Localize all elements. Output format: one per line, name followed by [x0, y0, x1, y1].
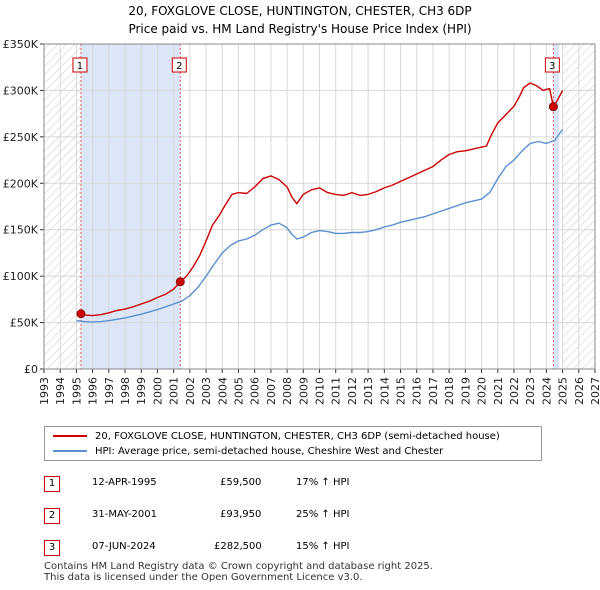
sale-hpi-change: 25% ↑ HPI: [296, 509, 350, 520]
x-tick-label: 2020: [476, 377, 489, 405]
legend-swatch-property: [53, 435, 87, 437]
hatched-band: [44, 44, 81, 369]
y-tick-label: £250K: [3, 131, 39, 144]
sale-price: £93,950: [220, 509, 262, 520]
sale-hpi-change: 17% ↑ HPI: [296, 477, 350, 488]
x-tick-label: 2012: [346, 377, 359, 405]
x-tick-label: 2023: [524, 377, 537, 405]
legend-item-property: 20, FOXGLOVE CLOSE, HUNTINGTON, CHESTER,…: [53, 429, 500, 443]
x-tick-label: 2024: [540, 377, 553, 405]
sale-row: 3 07-JUN-2024 £282,500 15% ↑ HPI: [44, 538, 444, 558]
sale-row: 2 31-MAY-2001 £93,950 25% ↑ HPI: [44, 506, 444, 526]
x-tick-label: 1996: [87, 377, 100, 405]
x-tick-label: 2026: [573, 377, 586, 405]
x-tick-label: 1995: [70, 377, 83, 405]
x-tick-label: 2022: [508, 377, 521, 405]
footer-copyright: Contains HM Land Registry data © Crown c…: [44, 561, 433, 572]
sale-row: 1 12-APR-1995 £59,500 17% ↑ HPI: [44, 474, 444, 494]
sale-point: [548, 102, 558, 112]
x-tick-label: 2016: [411, 377, 424, 405]
sale-hpi-change: 15% ↑ HPI: [296, 541, 350, 552]
x-tick-label: 2018: [443, 377, 456, 405]
x-tick-label: 1997: [103, 377, 116, 405]
x-tick-label: 2000: [151, 377, 164, 405]
x-tick-label: 2002: [184, 377, 197, 405]
x-tick-label: 2009: [297, 377, 310, 405]
sale-label-box: [72, 57, 88, 73]
sale-label-text: 2: [176, 61, 182, 72]
x-tick-label: 1999: [135, 377, 148, 405]
y-tick-label: £350K: [3, 38, 39, 51]
plot-border: [43, 43, 596, 370]
y-tick-label: £300K: [3, 84, 39, 97]
legend: 20, FOXGLOVE CLOSE, HUNTINGTON, CHESTER,…: [44, 426, 542, 461]
x-tick-label: 2003: [200, 377, 213, 405]
legend-swatch-hpi: [53, 450, 87, 452]
x-tick-label: 2011: [330, 377, 343, 405]
x-tick-label: 2021: [492, 377, 505, 405]
sale-date: 12-APR-1995: [92, 477, 157, 488]
sale-price: £59,500: [220, 477, 262, 488]
legend-item-hpi: HPI: Average price, semi-detached house,…: [53, 444, 443, 458]
x-tick-label: 1993: [38, 377, 51, 405]
x-tick-label: 2019: [459, 377, 472, 405]
x-tick-label: 2006: [249, 377, 262, 405]
x-tick-label: 2004: [216, 377, 229, 405]
legend-label-hpi: HPI: Average price, semi-detached house,…: [95, 445, 444, 457]
footer-licence: This data is licensed under the Open Gov…: [44, 572, 363, 583]
sale-label-box: [171, 57, 187, 73]
x-tick-label: 2015: [395, 377, 408, 405]
y-tick-label: £150K: [3, 224, 39, 237]
y-tick-label: £100K: [3, 270, 39, 283]
chart-title: 20, FOXGLOVE CLOSE, HUNTINGTON, CHESTER,…: [128, 4, 472, 18]
sale-number-badge: 1: [44, 476, 60, 492]
y-tick-label: £0: [24, 363, 38, 376]
sale-point: [76, 309, 86, 319]
x-tick-label: 2027: [589, 377, 600, 405]
legend-label-property: 20, FOXGLOVE CLOSE, HUNTINGTON, CHESTER,…: [95, 430, 500, 442]
x-tick-label: 2001: [168, 377, 181, 405]
x-tick-label: 2014: [378, 377, 391, 405]
x-tick-label: 2010: [314, 377, 327, 405]
x-tick-label: 2007: [265, 377, 278, 405]
sale-price: £282,500: [214, 541, 262, 552]
y-tick-label: £200K: [3, 177, 39, 190]
sale-label-box: [544, 57, 560, 73]
x-tick-label: 2005: [232, 377, 245, 405]
x-tick-label: 2025: [557, 377, 570, 405]
sale-number-badge: 3: [44, 540, 60, 556]
chart-subtitle: Price paid vs. HM Land Registry's House …: [128, 22, 472, 36]
sale-label-text: 1: [77, 61, 83, 72]
hpi-line: [76, 128, 564, 323]
property-price-line: [80, 82, 564, 317]
x-tick-label: 2013: [362, 377, 375, 405]
sale-date: 07-JUN-2024: [92, 541, 156, 552]
shaded-band: [80, 44, 181, 369]
sale-label-text: 3: [549, 61, 555, 72]
shaded-band: [553, 44, 560, 369]
sale-date: 31-MAY-2001: [92, 509, 158, 520]
x-tick-label: 2008: [281, 377, 294, 405]
price-chart: 1 2 3 1993 1994 1995 1996 1997 1998 1999 2000 2001…: [3, 38, 600, 405]
sale-number-badge: 2: [44, 508, 60, 524]
y-tick-label: £50K: [10, 317, 39, 330]
x-tick-label: 1998: [119, 377, 132, 405]
x-tick-label: 2017: [427, 377, 440, 405]
x-tick-label: 1994: [54, 377, 67, 405]
sale-point: [175, 277, 185, 287]
